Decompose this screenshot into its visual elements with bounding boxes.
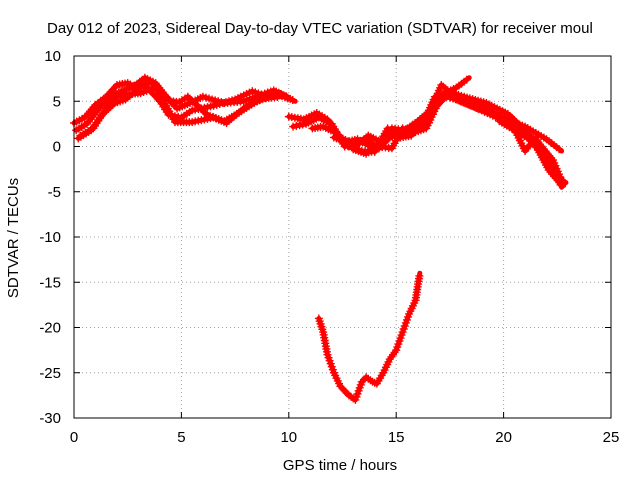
y-tick-label: 0 [53,139,61,156]
series-trace-10 [349,88,565,190]
series-trace-4 [76,83,283,140]
data-point [273,93,282,102]
y-tick-label: -20 [39,320,61,337]
x-tick-label: 0 [70,429,78,446]
plot-area [70,73,569,404]
data-point [283,94,292,103]
y-tick-label: -15 [39,274,61,291]
y-axis-ticks: 10 5 0 -5 -10 -15 -20 -25 -30 [39,48,611,427]
x-tick-label: 5 [177,429,185,446]
y-tick-label: -25 [39,365,61,382]
x-tick-label: 25 [603,429,620,446]
y-tick-label: -5 [48,184,61,201]
data-point [555,145,564,154]
y-axis-label: SDTVAR / TECUs [5,178,22,298]
chart-title: Day 012 of 2023, Sidereal Day-to-day VTE… [47,20,593,37]
y-tick-label: -10 [39,229,61,246]
series-dip-arc [314,270,424,404]
y-tick-label: -30 [39,410,61,427]
y-tick-label: 5 [53,93,61,110]
data-point [415,271,424,280]
x-tick-label: 20 [495,429,512,446]
data-point [462,75,471,84]
data-point [556,180,565,189]
x-axis-ticks: 0 5 10 15 20 25 [70,56,620,446]
grid-lines [74,56,611,418]
series-trace-9 [495,117,569,186]
x-tick-label: 10 [280,429,297,446]
x-tick-label: 15 [388,429,405,446]
y-tick-label: 10 [44,48,61,65]
x-axis-label: GPS time / hours [283,457,397,474]
